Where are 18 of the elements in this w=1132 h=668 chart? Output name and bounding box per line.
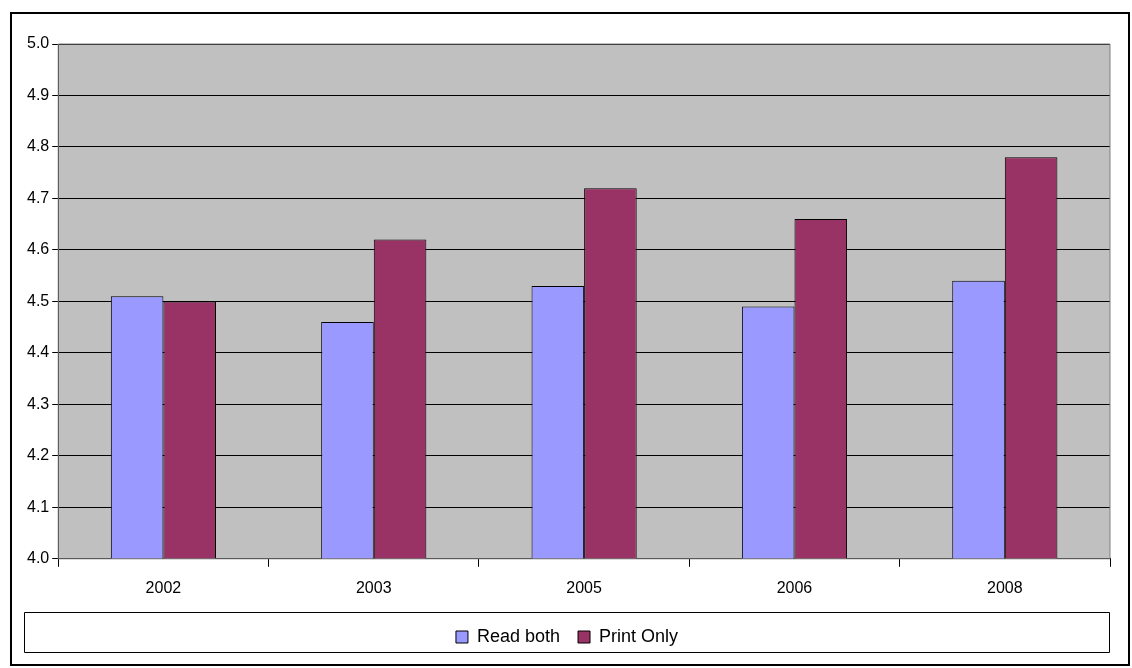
y-tick-label: 4.5	[26, 291, 50, 309]
y-tick-label: 4.1	[26, 497, 50, 515]
y-tick-label: 4.9	[26, 85, 50, 103]
y-tick-label: 4.0	[26, 549, 50, 567]
y-tick-label: 4.3	[26, 394, 50, 412]
y-tick-label: 4.4	[26, 343, 50, 361]
legend-label: Read both	[476, 625, 561, 646]
y-tick-label: 4.7	[26, 188, 50, 206]
legend-label: Print Only	[599, 625, 679, 646]
x-tick-label: 2008	[987, 578, 1023, 596]
y-tick-label: 4.6	[26, 240, 50, 258]
x-tick-label: 2005	[566, 578, 603, 596]
y-tick-label: 5.0	[26, 34, 50, 52]
x-tick-label: 2002	[145, 578, 182, 596]
y-tick-label: 4.8	[26, 137, 50, 155]
y-tick-label: 4.2	[26, 446, 50, 464]
x-tick-label: 2006	[776, 578, 813, 596]
x-tick-label: 2003	[355, 578, 392, 596]
